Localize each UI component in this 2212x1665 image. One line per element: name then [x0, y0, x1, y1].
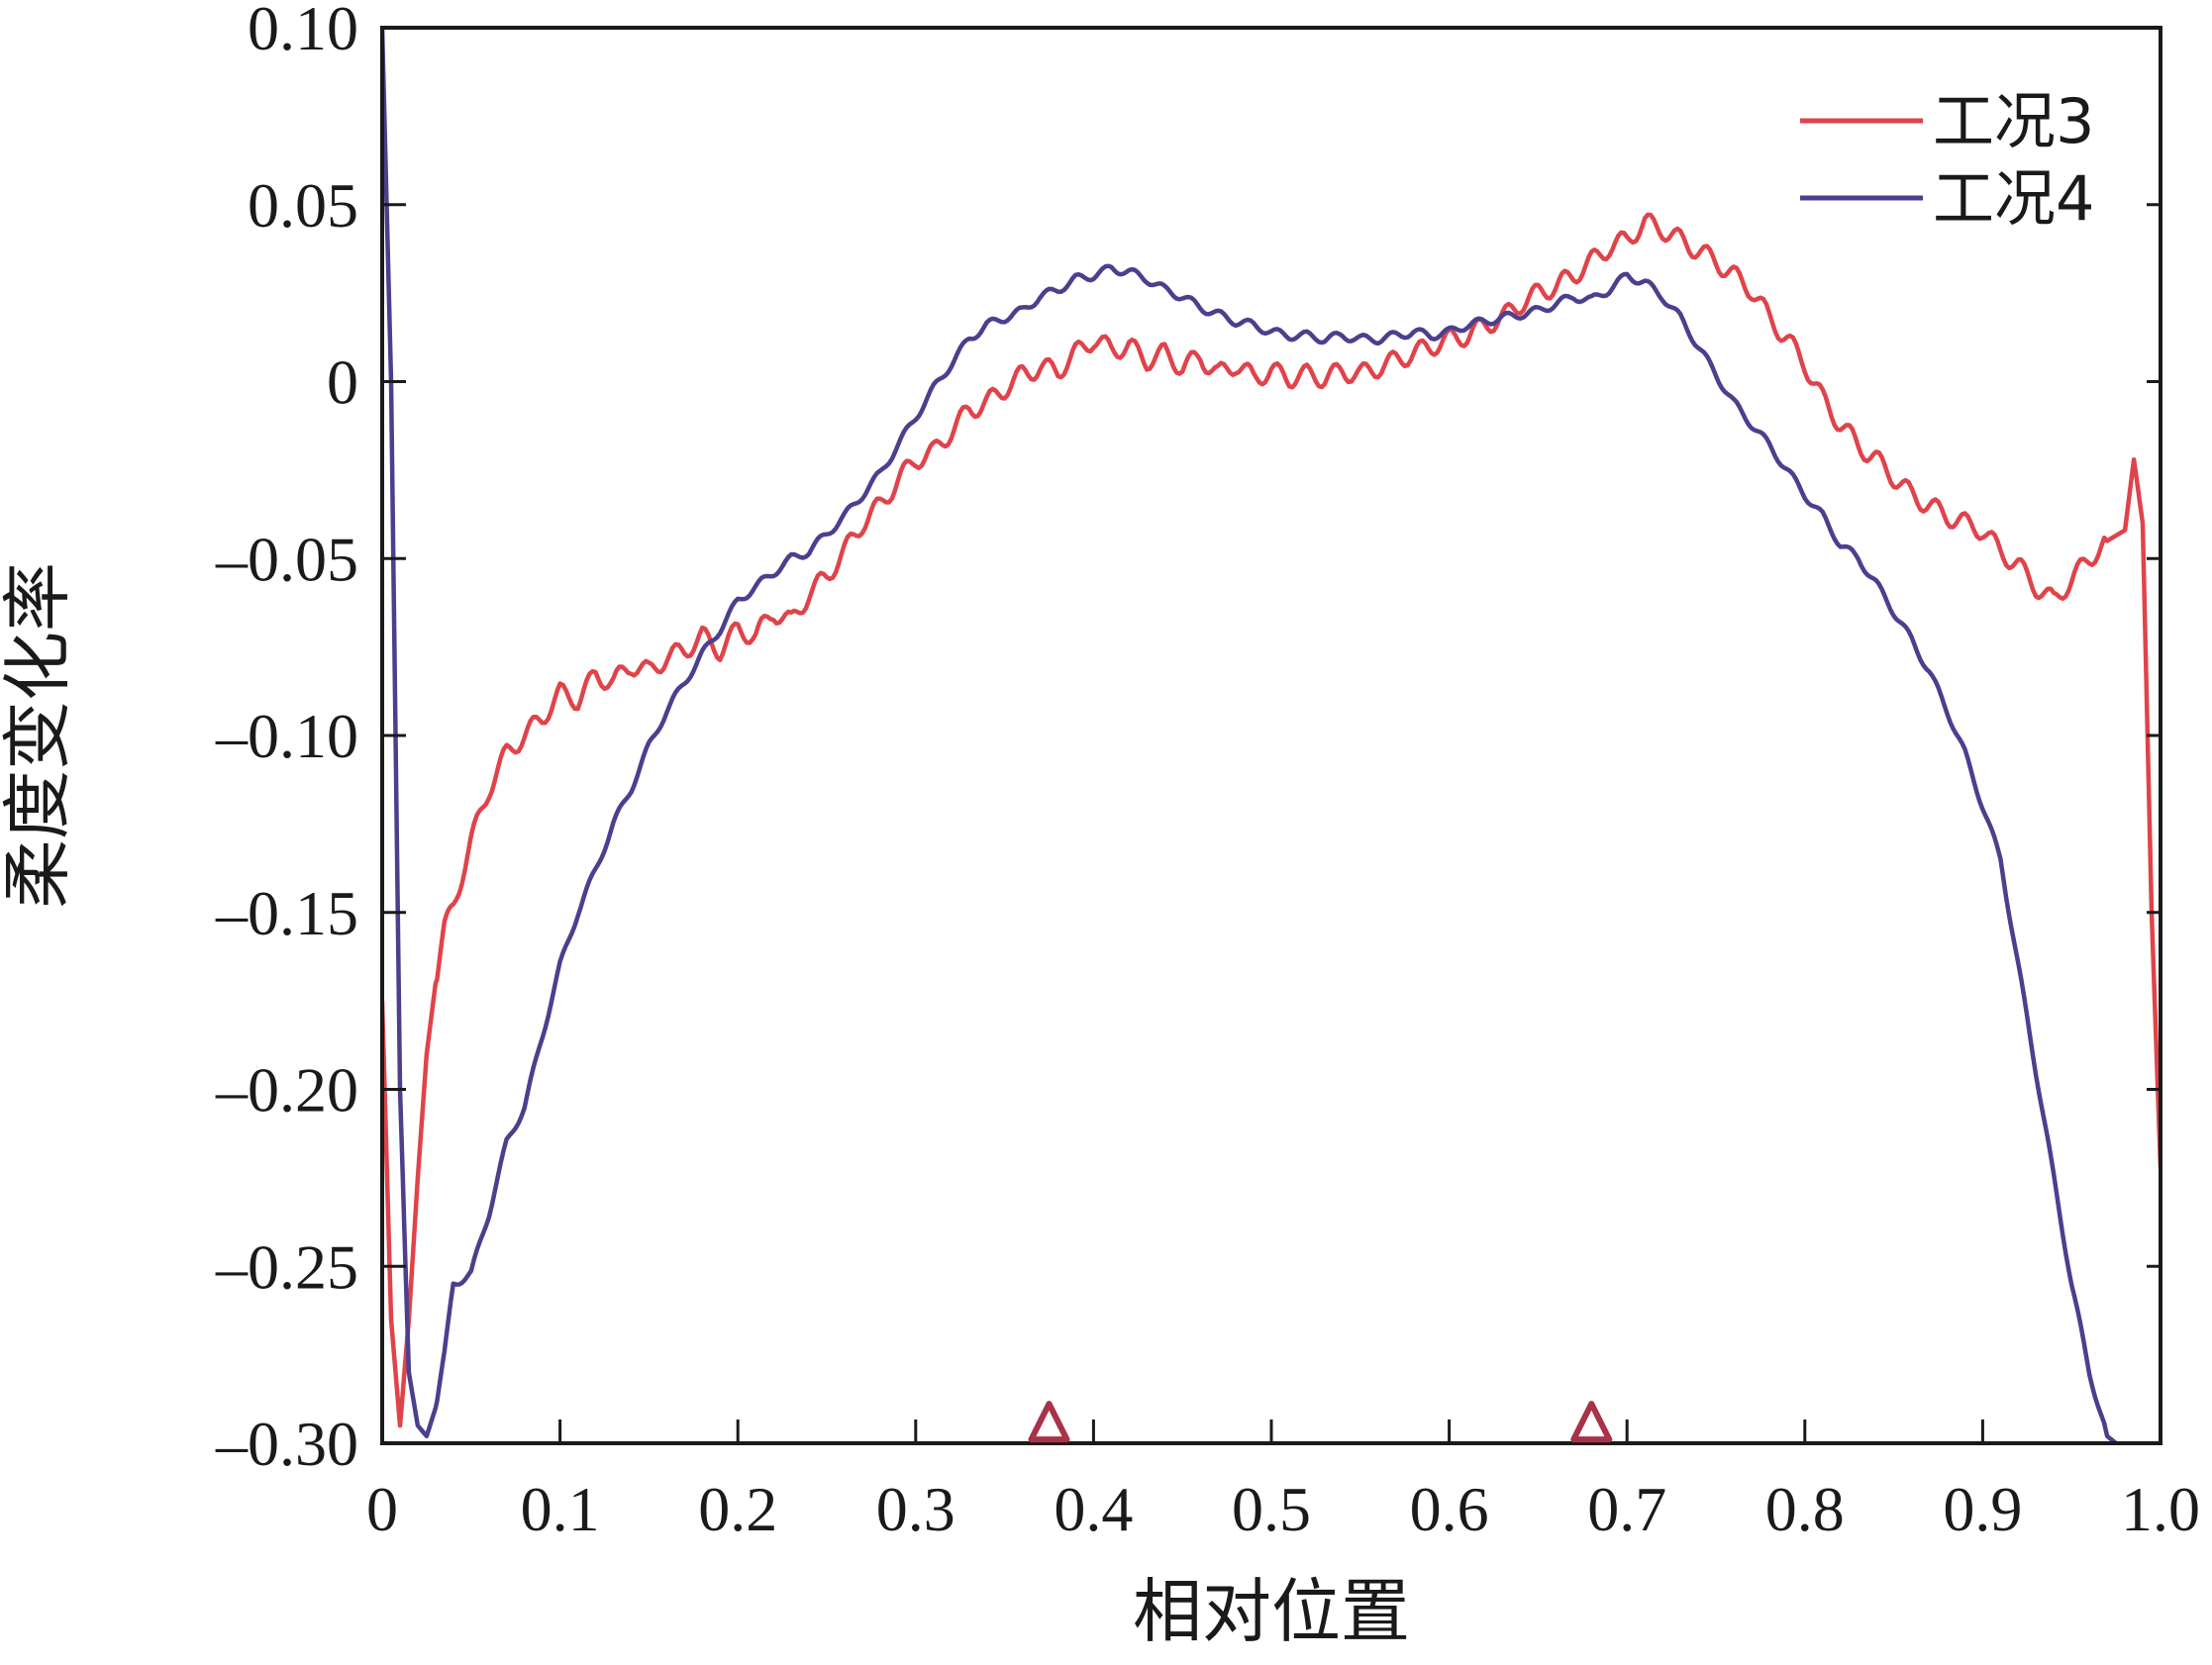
y-tick-label: 0 [327, 347, 358, 418]
x-tick-label: 0.6 [1410, 1474, 1489, 1544]
legend: 工况3 工况4 [1800, 85, 2094, 235]
markers-layer [1028, 1401, 1613, 1443]
x-axis-title: 相对位置 [1133, 1571, 1410, 1652]
y-tick-label: –0.15 [215, 878, 358, 948]
x-tick-label: 0.8 [1765, 1474, 1845, 1544]
y-axis-title: 柔度变化率 [0, 562, 78, 909]
y-tick-label: –0.30 [215, 1409, 358, 1479]
triangle-marker [1570, 1401, 1613, 1443]
plot-frame [380, 26, 2162, 1445]
x-tick-label: 1.0 [2121, 1474, 2200, 1544]
y-tick-label: –0.25 [215, 1231, 358, 1302]
legend-label-series-1: 工况3 [1933, 85, 2094, 157]
series-line-2 [382, 28, 2118, 1443]
series-line-1 [382, 212, 2161, 1428]
x-tick-label: 0.7 [1587, 1474, 1666, 1544]
x-tick-label: 0 [366, 1474, 398, 1544]
x-tick-label: 0.9 [1943, 1474, 2022, 1544]
y-tick-label: –0.20 [215, 1055, 358, 1126]
y-tick-label: –0.05 [215, 524, 358, 594]
legend-label-series-2: 工况4 [1933, 162, 2094, 235]
x-tick-label: 0.1 [521, 1474, 600, 1544]
x-tick-label: 0.2 [698, 1474, 777, 1544]
x-tick-label: 0.5 [1232, 1474, 1311, 1544]
triangle-marker [1028, 1401, 1070, 1443]
y-tick-label: –0.10 [215, 701, 358, 771]
y-tick-label: 0.05 [248, 170, 358, 241]
y-tick-label: 0.10 [248, 0, 358, 63]
x-tick-label: 0.3 [876, 1474, 955, 1544]
ticks-layer: 0 0.1 0.2 0.3 0.4 0.5 0.6 0.7 0.8 0.9 1.0 0.10 0.05 0… [215, 0, 2200, 1544]
series-layer [382, 28, 2161, 1443]
x-tick-label: 0.4 [1054, 1474, 1133, 1544]
